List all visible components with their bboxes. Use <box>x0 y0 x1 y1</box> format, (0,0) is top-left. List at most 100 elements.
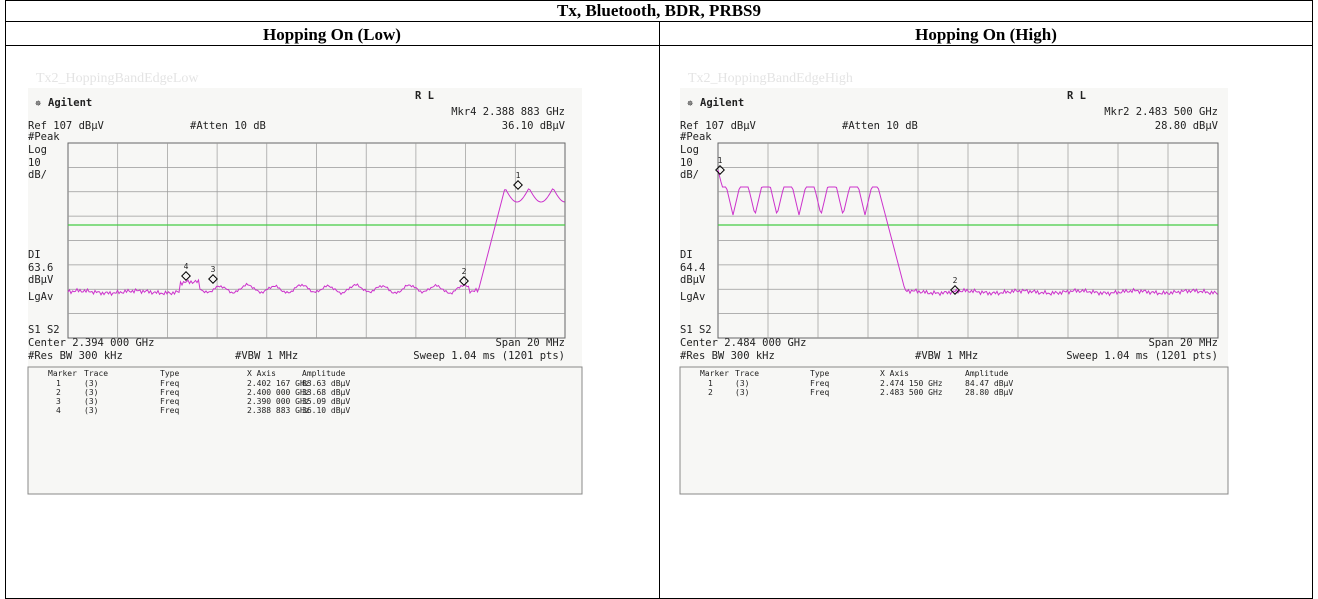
display-line-label: dBµV <box>680 274 706 286</box>
analyzer-screen <box>28 88 582 494</box>
brand: Agilent <box>48 97 92 109</box>
trace <box>67 188 565 297</box>
vbw: #VBW 1 MHz <box>235 350 298 362</box>
marker-table-header: Marker <box>700 369 729 378</box>
marker-amplitude: 36.10 dBµV <box>502 120 566 132</box>
marker-label: 1 <box>718 156 723 165</box>
scale-label: #Peak <box>680 131 712 143</box>
marker-table-header: X Axis <box>880 369 909 378</box>
brand-star: ✵ <box>687 97 694 109</box>
marker-table <box>27 366 583 495</box>
ref-level: Ref 107 dBµV <box>28 120 105 132</box>
res-bw: #Res BW 300 kHz <box>28 350 123 362</box>
marker-table-cell: 35.09 dBµV <box>302 397 350 406</box>
caption: Tx2_HoppingBandEdgeHigh <box>688 71 853 86</box>
marker-table-cell: Freq <box>160 388 179 397</box>
marker-label: 1 <box>516 171 521 180</box>
marker-table-header: Type <box>810 369 829 378</box>
display-line-label: dBµV <box>28 274 54 286</box>
mode: R L <box>1067 90 1086 102</box>
column-header: Hopping On (High) <box>915 25 1057 44</box>
center-freq: Center 2.394 000 GHz <box>28 337 154 349</box>
marker-table-cell: 2 <box>708 388 713 397</box>
sweep-labels: S1 S2 <box>680 324 712 336</box>
table-title: Tx, Bluetooth, BDR, PRBS9 <box>557 1 761 20</box>
marker-table-cell: (3) <box>84 397 98 406</box>
marker-readout: Mkr4 2.388 883 GHz <box>451 106 565 118</box>
span: Span 20 MHz <box>1148 337 1218 349</box>
marker-label: 2 <box>953 276 958 285</box>
marker-table-cell: (3) <box>84 379 98 388</box>
marker <box>715 165 725 175</box>
marker-label: 3 <box>211 265 216 274</box>
marker-table-header: Amplitude <box>302 369 346 378</box>
marker-readout: Mkr2 2.483 500 GHz <box>1104 106 1218 118</box>
marker-table-cell: 2.400 000 GHz <box>247 388 310 397</box>
detector: LgAv <box>28 291 53 303</box>
marker-table-cell: 2 <box>56 388 61 397</box>
ref-level: Ref 107 dBµV <box>680 120 757 132</box>
marker-table-cell: 2.474 150 GHz <box>880 379 943 388</box>
mode: R L <box>415 90 434 102</box>
scale-label: 10 <box>28 157 41 169</box>
marker-table-cell: (3) <box>84 406 98 415</box>
marker-table-cell: Freq <box>160 379 179 388</box>
scale-label: #Peak <box>28 131 60 143</box>
marker <box>181 271 191 281</box>
marker-table-cell: 83.63 dBµV <box>302 379 350 388</box>
marker <box>513 180 523 190</box>
scale-label: Log <box>28 144 47 156</box>
marker-table-cell: (3) <box>735 388 749 397</box>
scale-label: dB/ <box>680 169 699 181</box>
caption: Tx2_HoppingBandEdgeLow <box>36 71 199 86</box>
marker-table-cell: 2.390 000 GHz <box>247 397 310 406</box>
marker-table <box>679 366 1229 495</box>
marker-label: 4 <box>184 262 189 271</box>
marker-table-header: X Axis <box>247 369 276 378</box>
marker-table-header: Marker <box>48 369 77 378</box>
display-line-label: DI <box>28 249 41 261</box>
sweep-labels: S1 S2 <box>28 324 60 336</box>
trace <box>717 169 1218 297</box>
sweep: Sweep 1.04 ms (1201 pts) <box>413 350 565 362</box>
display-line-label: DI <box>680 249 693 261</box>
detector: LgAv <box>680 291 705 303</box>
marker-table-header: Type <box>160 369 179 378</box>
brand: Agilent <box>700 97 744 109</box>
marker-table-cell: Freq <box>810 388 829 397</box>
marker <box>950 285 960 295</box>
marker-table-cell: Freq <box>160 397 179 406</box>
marker <box>459 276 469 286</box>
marker-table-cell: 1 <box>708 379 713 388</box>
marker-table-cell: 33.68 dBµV <box>302 388 350 397</box>
marker-table-header: Trace <box>735 369 759 378</box>
scale-label: dB/ <box>28 169 47 181</box>
vbw: #VBW 1 MHz <box>915 350 978 362</box>
marker-table-cell: Freq <box>810 379 829 388</box>
brand-star: ✵ <box>35 97 42 109</box>
marker-table-cell: (3) <box>84 388 98 397</box>
marker-table-cell: 2.388 883 GHz <box>247 406 310 415</box>
column-header: Hopping On (Low) <box>263 25 401 44</box>
scale-label: 10 <box>680 157 693 169</box>
marker-table-cell: 28.80 dBµV <box>965 388 1013 397</box>
display-line-label: 64.4 <box>680 262 705 274</box>
marker-table-header: Trace <box>84 369 108 378</box>
span: Span 20 MHz <box>495 337 565 349</box>
marker-label: 2 <box>462 267 467 276</box>
marker-table-cell: 1 <box>56 379 61 388</box>
marker-table-cell: 36.10 dBµV <box>302 406 350 415</box>
marker-table-header: Amplitude <box>965 369 1009 378</box>
attenuation: #Atten 10 dB <box>842 120 918 132</box>
display-line-label: 63.6 <box>28 262 53 274</box>
marker-table-cell: (3) <box>735 379 749 388</box>
attenuation: #Atten 10 dB <box>190 120 266 132</box>
res-bw: #Res BW 300 kHz <box>680 350 775 362</box>
marker-table-cell: 84.47 dBµV <box>965 379 1013 388</box>
marker-table-cell: 3 <box>56 397 61 406</box>
marker-table-cell: 2.483 500 GHz <box>880 388 943 397</box>
marker-table-cell: 2.402 167 GHz <box>247 379 310 388</box>
marker-amplitude: 28.80 dBµV <box>1155 120 1219 132</box>
center-freq: Center 2.484 000 GHz <box>680 337 806 349</box>
